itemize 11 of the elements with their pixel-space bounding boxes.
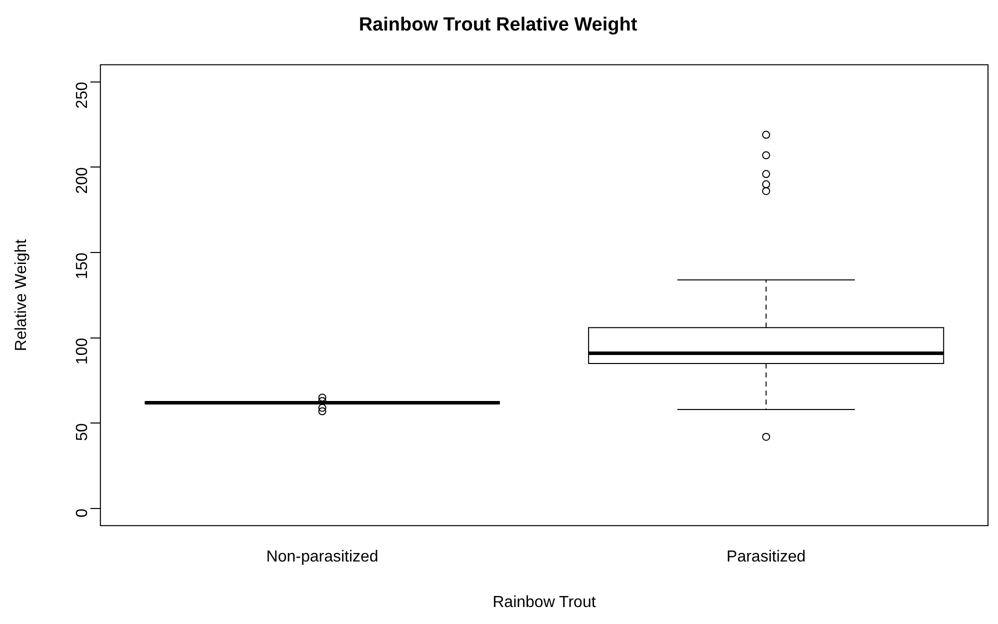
y-tick-label: 150: [74, 252, 91, 280]
x-axis-title: Rainbow Trout: [492, 594, 596, 611]
y-tick-label: 200: [74, 167, 91, 194]
y-tick-label: 250: [74, 82, 91, 109]
y-axis-title: Relative Weight: [13, 238, 30, 352]
x-tick-label: Non-parasitized: [266, 548, 378, 566]
x-tick-label: Parasitized: [726, 548, 806, 566]
y-tick-label: 50: [74, 423, 91, 441]
chart-title: Rainbow Trout Relative Weight: [358, 14, 638, 36]
y-tick-label: 0: [74, 508, 91, 518]
y-tick-label: 100: [74, 338, 91, 365]
